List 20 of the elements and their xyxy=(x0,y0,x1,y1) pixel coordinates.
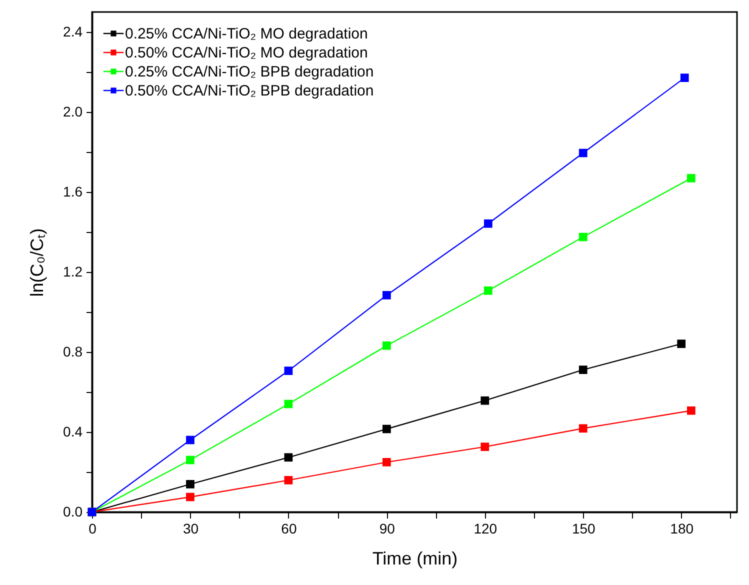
y-tick-label: 1.2 xyxy=(63,264,83,280)
legend-label: 0.25% CCA/Ni-TiO₂ BPB degradation xyxy=(125,64,374,80)
x-tick-label: 150 xyxy=(572,520,596,536)
x-tick-label: 180 xyxy=(670,520,694,536)
x-tick-label: 120 xyxy=(474,520,498,536)
x-tick-label: 30 xyxy=(182,520,199,536)
legend-label: 0.50% CCA/Ni-TiO₂ MO degradation xyxy=(125,44,368,62)
y-tick-label: 0.0 xyxy=(63,504,83,520)
legend-label: 0.50% CCA/Ni-TiO₂ BPB degradation xyxy=(125,82,374,100)
x-tick-label: 60 xyxy=(281,520,297,536)
x-axis-title: Time (min) xyxy=(372,548,458,568)
y-tick-label: 2.0 xyxy=(63,104,83,120)
legend-label: 0.25% CCA/Ni-TiO₂ MO degradation xyxy=(125,26,368,42)
y-tick-label: 2.4 xyxy=(63,24,83,40)
y-tick-label: 1.6 xyxy=(63,184,83,200)
y-axis-title: ln(C₀/Cₜ) xyxy=(27,228,48,297)
y-tick-label: 0.8 xyxy=(63,344,83,360)
x-tick-label: 0 xyxy=(88,520,97,536)
y-tick-label: 0.4 xyxy=(63,424,83,440)
x-tick-label: 90 xyxy=(379,520,396,536)
